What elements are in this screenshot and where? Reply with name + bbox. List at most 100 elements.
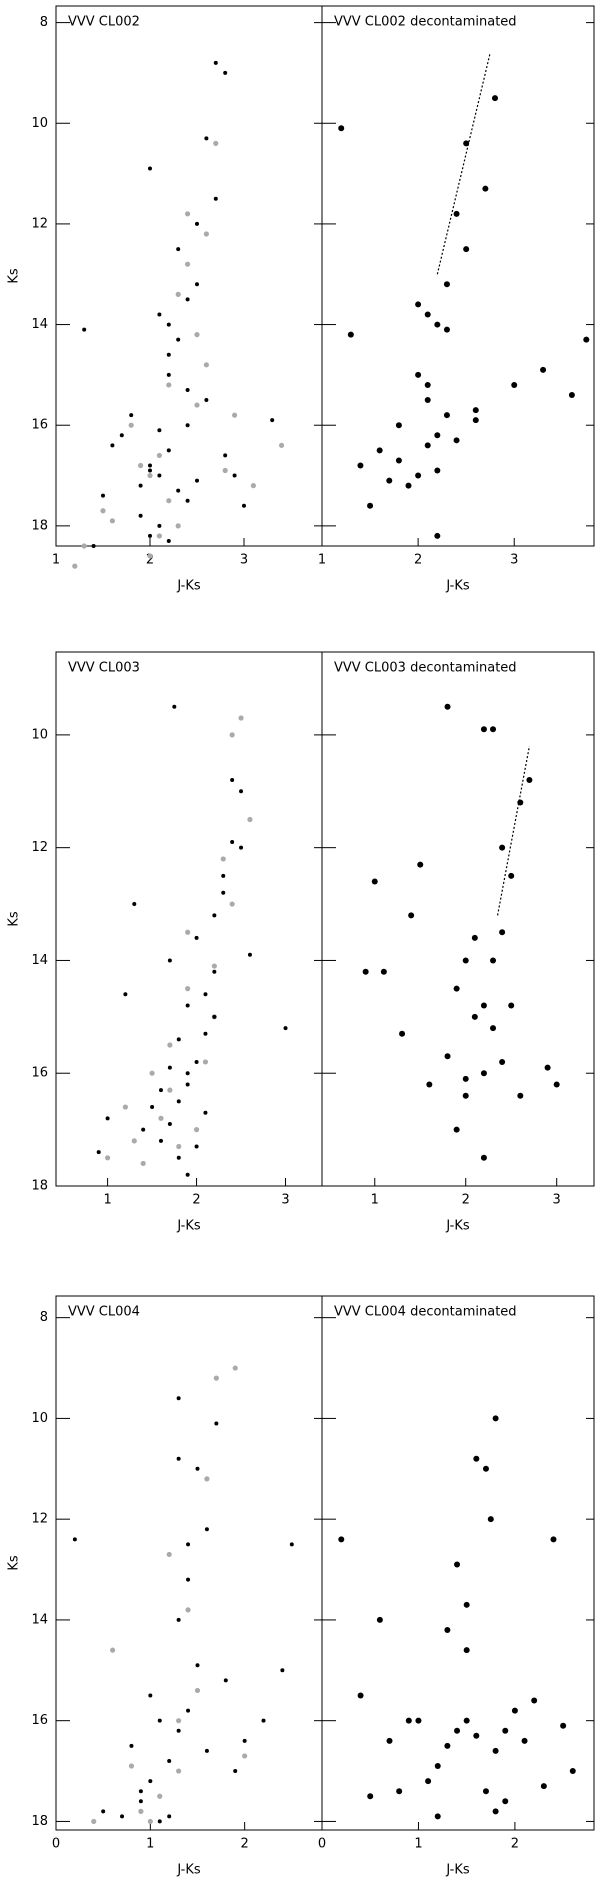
star-point bbox=[540, 1783, 547, 1790]
star-point bbox=[157, 428, 162, 433]
x-axis-label: J-Ks bbox=[445, 1863, 470, 1878]
star-point bbox=[482, 185, 489, 192]
star-point bbox=[462, 1075, 469, 1082]
star-point bbox=[261, 1718, 266, 1723]
star-point bbox=[544, 1064, 551, 1071]
star-point bbox=[167, 1814, 172, 1819]
star-point bbox=[444, 703, 451, 710]
star-point bbox=[239, 845, 244, 850]
star-point bbox=[194, 1144, 199, 1149]
y-tick-label: 18 bbox=[31, 1814, 48, 1829]
star-point bbox=[417, 861, 424, 868]
star-point bbox=[471, 934, 478, 941]
star-point bbox=[229, 901, 235, 907]
star-point bbox=[239, 789, 244, 794]
star-point bbox=[185, 423, 190, 428]
star-point bbox=[166, 322, 171, 327]
star-point bbox=[434, 432, 441, 439]
star-point bbox=[166, 498, 172, 504]
star-point bbox=[140, 1160, 146, 1167]
star-point bbox=[222, 467, 228, 474]
star-point bbox=[241, 503, 246, 508]
star-point bbox=[185, 387, 190, 392]
star-point bbox=[176, 1099, 181, 1104]
star-point bbox=[91, 544, 96, 548]
isochrone-line bbox=[436, 52, 491, 275]
star-point bbox=[166, 448, 171, 453]
isochrone-line bbox=[496, 746, 531, 916]
x-tick-label: 1 bbox=[318, 553, 326, 568]
star-point bbox=[229, 732, 235, 738]
star-point bbox=[157, 1718, 162, 1723]
star-point bbox=[147, 468, 152, 473]
star-point bbox=[166, 382, 172, 388]
star-point bbox=[415, 1717, 422, 1724]
star-point bbox=[223, 70, 228, 75]
star-point bbox=[194, 221, 199, 226]
star-point bbox=[426, 1081, 433, 1088]
star-point bbox=[186, 1708, 191, 1713]
star-point bbox=[194, 1687, 201, 1694]
star-point bbox=[425, 1778, 432, 1785]
star-point bbox=[167, 1042, 173, 1048]
star-point bbox=[194, 478, 199, 483]
x-axis-label: J-Ks bbox=[445, 579, 470, 594]
star-point bbox=[233, 1769, 238, 1774]
star-point bbox=[223, 453, 228, 458]
star-point bbox=[405, 482, 412, 489]
star-point bbox=[395, 422, 402, 429]
star-point bbox=[185, 986, 191, 992]
star-point bbox=[434, 1813, 441, 1820]
star-point bbox=[490, 726, 497, 733]
star-point bbox=[194, 935, 199, 940]
star-point bbox=[568, 392, 575, 399]
star-point bbox=[238, 715, 244, 721]
star-point bbox=[499, 929, 506, 936]
star-point bbox=[444, 1742, 451, 1749]
star-point bbox=[82, 327, 87, 332]
star-point bbox=[278, 442, 285, 448]
star-point bbox=[453, 210, 460, 217]
x-tick-label: 1 bbox=[371, 1193, 379, 1208]
star-point bbox=[472, 407, 479, 414]
star-point bbox=[148, 1693, 153, 1698]
star-point bbox=[194, 402, 200, 408]
y-tick-label: 14 bbox=[31, 317, 48, 332]
star-point bbox=[531, 1697, 538, 1704]
star-point bbox=[176, 1768, 182, 1774]
star-point bbox=[166, 538, 171, 543]
star-point bbox=[338, 125, 345, 132]
star-point bbox=[444, 1053, 451, 1060]
star-point bbox=[480, 1002, 487, 1009]
star-point bbox=[480, 726, 487, 733]
star-point bbox=[128, 422, 134, 428]
star-point bbox=[511, 1707, 518, 1714]
x-axis-label: J-Ks bbox=[445, 1219, 470, 1234]
x-tick-label: 0 bbox=[52, 1837, 60, 1852]
x-tick-label: 2 bbox=[414, 553, 422, 568]
star-point bbox=[185, 929, 191, 935]
star-point bbox=[434, 321, 441, 328]
star-point bbox=[122, 1104, 128, 1110]
panel-title: VVV CL003 bbox=[68, 661, 140, 676]
star-point bbox=[540, 366, 547, 373]
star-point bbox=[166, 372, 171, 377]
plot-frame bbox=[321, 651, 595, 1187]
star-point bbox=[376, 447, 383, 454]
star-point bbox=[521, 1737, 528, 1744]
star-point bbox=[132, 902, 137, 907]
star-point bbox=[221, 873, 226, 878]
star-point bbox=[119, 433, 124, 438]
star-point bbox=[434, 532, 441, 539]
x-tick-label: 2 bbox=[511, 1837, 519, 1852]
star-point bbox=[487, 1516, 494, 1523]
x-tick-label: 1 bbox=[414, 1837, 422, 1852]
star-point bbox=[508, 872, 515, 879]
x-tick-label: 0 bbox=[318, 1837, 326, 1852]
star-point bbox=[499, 844, 506, 851]
star-point bbox=[175, 291, 181, 297]
star-point bbox=[100, 508, 106, 514]
star-point bbox=[490, 1025, 497, 1032]
star-point bbox=[454, 1561, 461, 1568]
